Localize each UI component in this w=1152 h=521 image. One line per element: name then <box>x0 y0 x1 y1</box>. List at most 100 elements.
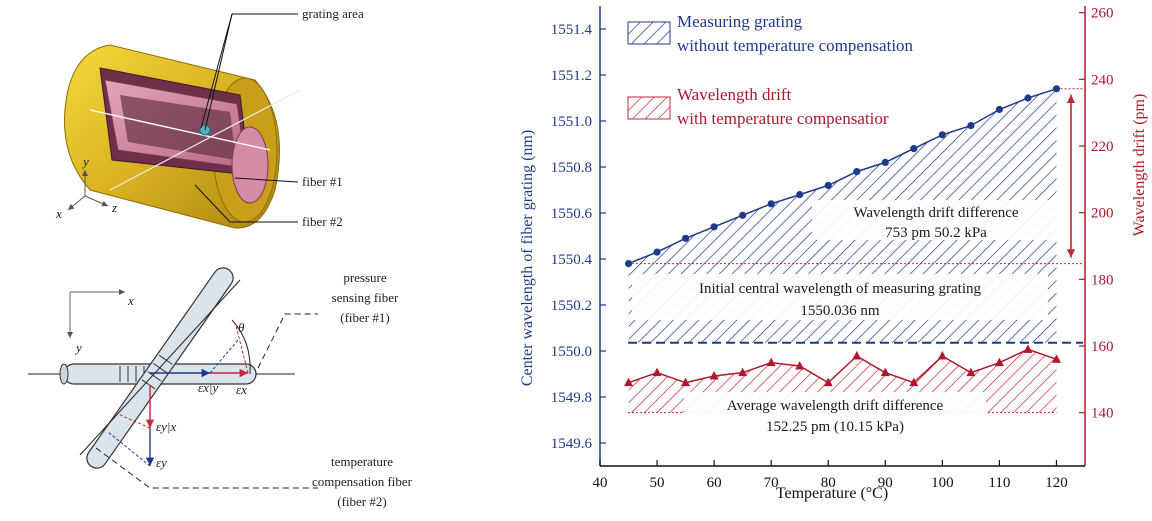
series-red-point <box>681 377 691 387</box>
series-red-point <box>1051 354 1061 363</box>
x-tick-label: 60 <box>707 475 722 491</box>
avg-line2: 152.25 pm (10.15 kPa) <box>766 419 904 435</box>
series-blue-point <box>767 200 775 208</box>
series-blue-point <box>681 234 690 242</box>
y2-tick-label: 140 <box>1091 406 1114 422</box>
y2-tick-label: 180 <box>1091 272 1114 288</box>
initial-line1: Initial central wavelength of measuring … <box>699 281 981 297</box>
grating-area-label: grating area <box>302 6 364 21</box>
axis-y-label-3d: y <box>81 154 89 169</box>
series-blue-point <box>1052 85 1061 93</box>
x-tick-label: 110 <box>988 475 1010 491</box>
annotation-drift-difference: Wavelength drift difference 753 pm 50.2 … <box>812 200 1060 241</box>
coordinate-triad-3d: y z x <box>55 154 117 221</box>
legend: Measuring grating without temperature co… <box>627 12 914 128</box>
series-blue-point <box>1024 94 1032 102</box>
y-tick-label: 1551.0 <box>551 114 592 130</box>
series-blue-point <box>995 105 1004 114</box>
drift-diff-line2: 753 pm 50.2 kPa <box>885 225 987 241</box>
series-red-point <box>624 377 634 387</box>
y-tick-label: 1549.8 <box>551 390 592 406</box>
axes-group: 40 50 60 70 80 90 100 110 120 1549.6 1549.8 1550.0 1… <box>551 6 1114 491</box>
series-red-point <box>795 361 805 370</box>
y2-tick-label: 240 <box>1091 72 1114 88</box>
series-red-point <box>937 351 947 360</box>
initial-line2: 1550.036 nm <box>800 303 880 319</box>
legend-swatch-blue <box>627 21 671 45</box>
eps-y-label: εy <box>156 455 167 470</box>
series-blue-point <box>853 168 861 176</box>
pressure-fiber-label-3: (fiber #1) <box>340 310 389 325</box>
series-red-point <box>709 371 719 380</box>
legend-blue-line2: without temperature compensation <box>677 36 914 55</box>
x-tick-label: 100 <box>931 475 954 491</box>
series-blue-point <box>824 181 832 189</box>
x-tick-label: 80 <box>821 475 836 491</box>
series-blue-point <box>910 145 918 153</box>
x-tick-label: 70 <box>764 475 779 491</box>
temp-fiber-label-3: (fiber #2) <box>337 494 386 509</box>
x-tick-label: 40 <box>593 475 608 491</box>
series-blue-point <box>710 223 718 231</box>
axis-x-label-2d: x <box>127 293 134 308</box>
y2-tick-label: 200 <box>1091 206 1114 222</box>
temp-fiber-label-1: temperature <box>331 454 393 469</box>
series-blue-point <box>653 248 661 256</box>
series-red-line <box>628 348 1057 384</box>
pressure-fiber-label-1: pressure <box>343 270 387 285</box>
series-blue-point <box>881 158 889 166</box>
y2-tick-label: 160 <box>1091 339 1114 355</box>
series-red-point <box>823 377 833 387</box>
x-tick-label: 120 <box>1045 475 1068 491</box>
series-red-point <box>909 377 919 387</box>
series-red-point <box>652 367 662 377</box>
series-blue-point <box>624 260 633 268</box>
y-tick-label: 1551.4 <box>551 22 593 38</box>
fiber2-label: fiber #2 <box>302 214 343 229</box>
x-tick-label: 50 <box>650 475 665 491</box>
legend-red-line2: with temperature compensatior <box>677 109 889 128</box>
series-blue-point <box>938 131 946 139</box>
series-blue-point <box>967 122 975 130</box>
eps-x-label: εx <box>236 382 247 397</box>
annotation-average-drift: Average wavelength drift difference 152.… <box>684 392 986 436</box>
axis-x-label-3d: x <box>55 206 62 221</box>
y-tick-label: 1550.4 <box>551 252 593 268</box>
avg-line1: Average wavelength drift difference <box>727 398 944 414</box>
series-red-point <box>966 367 976 377</box>
series-blue-line <box>628 88 1057 265</box>
y-tick-label: 1550.8 <box>551 160 592 176</box>
hatched-areas <box>628 88 1057 413</box>
y-tick-label: 1550.6 <box>551 206 593 222</box>
y-tick-label: 1550.0 <box>551 344 592 360</box>
eps-x-given-y-label: εx|y <box>198 380 218 395</box>
sensor-3d-illustration: grating area fiber #1 fiber #2 y z x <box>55 6 364 229</box>
axis-z-label-3d: z <box>111 200 117 215</box>
series-red-point <box>994 357 1004 367</box>
drift-diff-line1: Wavelength drift difference <box>853 205 1018 221</box>
strain-schematic: x y θ εx|y εx εy| <box>28 267 413 509</box>
eps-y-given-x-label: εy|x <box>156 419 176 434</box>
series-blue-point <box>796 191 804 199</box>
annotation-initial-wavelength: Initial central wavelength of measuring … <box>632 274 1048 320</box>
series-red-point <box>880 367 890 377</box>
legend-blue-line1: Measuring grating <box>677 12 803 31</box>
x-axis-title: Temperature (°C) <box>776 485 888 502</box>
y2-axis-title: Wavelength drift (pm) <box>1131 94 1148 237</box>
series-blue-point <box>739 211 747 219</box>
x-tick-label: 90 <box>878 475 893 491</box>
axis-y-label-2d: y <box>74 340 82 355</box>
y-tick-label: 1549.6 <box>551 436 593 452</box>
series-group <box>624 85 1061 387</box>
series-red-point <box>766 357 776 367</box>
theta-label: θ <box>238 320 245 335</box>
y2-tick-label: 220 <box>1091 139 1114 155</box>
temp-fiber-label-2: compensation fiber <box>312 474 413 489</box>
wavelength-chart: 40 50 60 70 80 90 100 110 120 1549.6 1549.8 1550.0 1… <box>519 6 1148 502</box>
series-red-point <box>738 367 748 377</box>
legend-swatch-red <box>627 96 671 120</box>
legend-red-line1: Wavelength drift <box>677 85 792 104</box>
y-axis-title: Center wavelength of fiber grating (nm) <box>519 130 536 386</box>
y2-tick-label: 260 <box>1091 6 1114 22</box>
